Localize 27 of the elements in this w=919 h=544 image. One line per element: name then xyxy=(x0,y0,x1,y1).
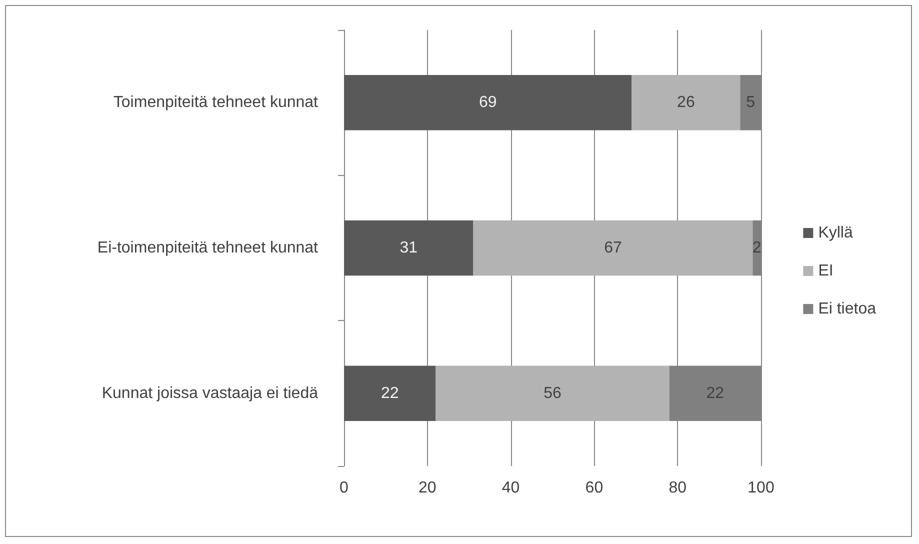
bar xyxy=(632,75,740,130)
data-label: 22 xyxy=(380,384,399,402)
y-tick-label: Ei-toimenpiteitä tehneet kunnat xyxy=(97,240,319,256)
x-tick-label: 100 xyxy=(748,480,774,496)
y-tick-label: Toimenpiteitä tehneet kunnat xyxy=(113,94,319,112)
x-tick-label: 0 xyxy=(340,480,349,496)
y-tick-label: Kunnat joissa vastaaja ei tiedä xyxy=(102,384,318,402)
data-label: 67 xyxy=(604,240,622,256)
bar xyxy=(344,75,632,130)
data-label: 56 xyxy=(544,384,562,402)
x-tick-label: 60 xyxy=(585,480,604,496)
bar xyxy=(473,220,753,276)
data-label: 26 xyxy=(677,94,695,112)
bar xyxy=(344,220,474,276)
x-tick-label: 20 xyxy=(418,480,436,496)
bar xyxy=(436,366,670,421)
data-label: 5 xyxy=(746,94,756,112)
legend-label: Kyllä xyxy=(818,224,853,242)
legend-label: EI xyxy=(818,262,834,280)
data-label: 69 xyxy=(478,94,497,112)
x-tick-label: 80 xyxy=(668,480,687,496)
data-label: 31 xyxy=(400,240,418,256)
data-label: 22 xyxy=(706,384,724,402)
x-tick-label: 40 xyxy=(502,480,520,496)
legend-label: Ei tietoa xyxy=(818,300,876,318)
bar xyxy=(344,366,436,421)
data-label: 2 xyxy=(752,240,762,256)
